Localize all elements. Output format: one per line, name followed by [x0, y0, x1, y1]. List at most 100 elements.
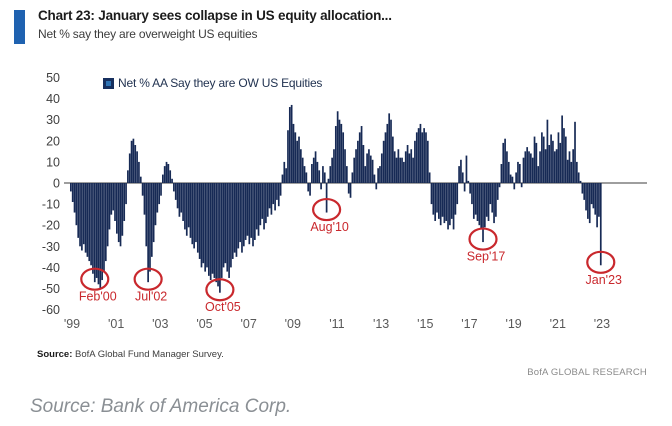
bar [182, 183, 184, 221]
bar [226, 183, 229, 272]
bar [474, 183, 477, 215]
bar [292, 123, 295, 183]
x-tick-label: '07 [240, 317, 256, 331]
bar [79, 183, 81, 247]
bar [408, 153, 411, 183]
bar [403, 161, 405, 183]
bar [235, 183, 238, 257]
bar [552, 140, 554, 183]
bar [445, 183, 448, 221]
bar [325, 183, 328, 213]
bar [360, 126, 363, 183]
bar [599, 183, 602, 266]
bar [70, 183, 72, 192]
y-tick-label: 50 [46, 71, 60, 85]
bar [397, 149, 400, 183]
bar [530, 153, 532, 183]
bar [171, 178, 173, 183]
bar [112, 183, 115, 211]
bar [303, 166, 306, 183]
bar [576, 161, 578, 183]
bar [430, 183, 433, 205]
bar [132, 138, 135, 183]
bar [163, 166, 166, 183]
bar [555, 149, 558, 183]
bar [191, 183, 194, 245]
bar [441, 183, 444, 217]
bar [125, 183, 127, 205]
bar [231, 183, 234, 259]
bar [410, 149, 413, 183]
bar [596, 183, 598, 228]
bar [336, 111, 339, 183]
bar [176, 183, 179, 209]
image-caption: Source: Bank of America Corp. [30, 396, 292, 417]
bar [208, 183, 210, 276]
x-tick-label: '19 [505, 317, 521, 331]
y-tick-label: 20 [46, 134, 60, 148]
bar [189, 183, 192, 238]
bar [507, 161, 510, 183]
bar [195, 183, 197, 243]
bar [537, 166, 540, 183]
bar [244, 183, 247, 240]
bar [438, 183, 440, 219]
bar [342, 132, 345, 183]
bar [263, 183, 265, 230]
bar [114, 183, 116, 221]
annotation-label: Feb'00 [79, 290, 117, 304]
bar [237, 183, 240, 249]
annotation-label: Jul'02 [135, 290, 167, 304]
title-accent-bar [14, 10, 25, 44]
bar [485, 183, 488, 217]
bar [241, 183, 243, 253]
bar [353, 157, 356, 183]
bar [467, 180, 470, 183]
bar [520, 183, 523, 188]
bar [250, 183, 253, 238]
bar [524, 151, 527, 183]
bar [255, 183, 258, 230]
x-tick-label: '13 [373, 317, 389, 331]
bar [178, 183, 181, 217]
bar [97, 183, 100, 285]
y-tick-label: -60 [42, 303, 60, 317]
bar [553, 151, 556, 183]
annotation-circle [205, 278, 235, 302]
bar [511, 176, 514, 183]
y-tick-label: 0 [53, 177, 60, 191]
bar [314, 151, 317, 183]
bar [412, 157, 414, 183]
bar [169, 170, 172, 183]
bar [334, 126, 337, 183]
bar [143, 183, 146, 215]
bar [185, 183, 188, 236]
bar [574, 121, 576, 183]
bar [414, 140, 416, 183]
bar [301, 157, 304, 183]
bar [491, 183, 494, 213]
bar [454, 183, 457, 215]
bar [592, 183, 595, 209]
bar [469, 183, 471, 194]
bar [436, 183, 438, 213]
bar [482, 183, 484, 243]
source-text: BofA Global Fund Manager Survey. [72, 349, 224, 360]
bar [228, 183, 230, 278]
bar [119, 183, 122, 247]
bar [388, 113, 391, 183]
bar [88, 183, 91, 262]
bar [587, 183, 589, 219]
bar [193, 183, 195, 249]
bar [327, 178, 330, 183]
bar [344, 149, 346, 183]
bar [338, 119, 341, 183]
bar [290, 104, 293, 183]
bar [340, 123, 343, 183]
bar [222, 183, 225, 268]
bar [357, 140, 359, 183]
bar [426, 140, 429, 183]
bar [346, 166, 348, 183]
bar [200, 183, 203, 268]
bar [590, 183, 593, 205]
